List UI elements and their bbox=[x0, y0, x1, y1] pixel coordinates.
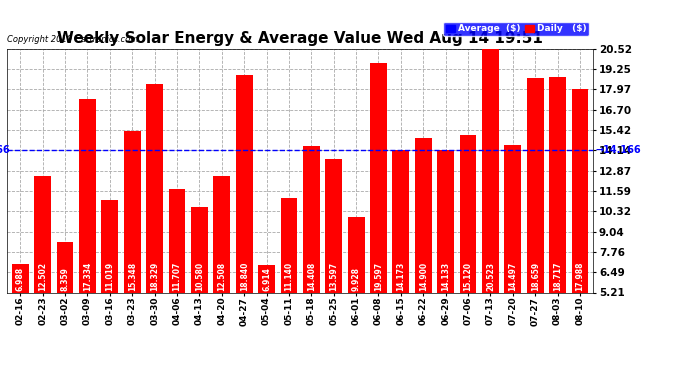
Bar bbox=[281, 198, 297, 292]
Bar bbox=[168, 189, 186, 292]
Text: +14.166: +14.166 bbox=[0, 145, 9, 155]
Text: 18.840: 18.840 bbox=[239, 261, 248, 291]
Text: 12.502: 12.502 bbox=[38, 262, 47, 291]
Bar bbox=[258, 266, 275, 292]
Text: 6.914: 6.914 bbox=[262, 267, 271, 291]
Bar bbox=[12, 264, 29, 292]
Text: 14.497: 14.497 bbox=[509, 262, 518, 291]
Text: 17.988: 17.988 bbox=[575, 261, 584, 291]
Text: 14.408: 14.408 bbox=[307, 262, 316, 291]
Text: 14.173: 14.173 bbox=[396, 262, 406, 291]
Bar bbox=[124, 131, 141, 292]
Text: 18.659: 18.659 bbox=[531, 262, 540, 291]
Text: 14.900: 14.900 bbox=[419, 262, 428, 291]
Text: 9.928: 9.928 bbox=[352, 267, 361, 291]
Bar bbox=[79, 99, 96, 292]
Text: 11.140: 11.140 bbox=[284, 262, 293, 291]
Text: 8.359: 8.359 bbox=[61, 267, 70, 291]
Title: Weekly Solar Energy & Average Value Wed Aug 14 19:51: Weekly Solar Energy & Average Value Wed … bbox=[57, 31, 543, 46]
Bar bbox=[325, 159, 342, 292]
Bar bbox=[57, 242, 74, 292]
Bar bbox=[348, 217, 364, 292]
Bar bbox=[236, 75, 253, 292]
Text: 10.580: 10.580 bbox=[195, 262, 204, 291]
Text: 12.508: 12.508 bbox=[217, 262, 226, 291]
Bar bbox=[415, 138, 432, 292]
Bar bbox=[191, 207, 208, 292]
Text: 18.717: 18.717 bbox=[553, 261, 562, 291]
Bar bbox=[393, 150, 409, 292]
Bar bbox=[34, 176, 51, 292]
Bar bbox=[437, 150, 454, 292]
Bar bbox=[146, 84, 163, 292]
Text: 13.597: 13.597 bbox=[329, 262, 338, 291]
Bar bbox=[482, 49, 499, 292]
Bar bbox=[460, 135, 476, 292]
Text: 11.019: 11.019 bbox=[106, 262, 115, 291]
Bar bbox=[504, 145, 521, 292]
Text: 17.334: 17.334 bbox=[83, 262, 92, 291]
Text: 19.597: 19.597 bbox=[374, 262, 383, 291]
Bar bbox=[303, 146, 319, 292]
Legend: Average  ($), Daily   ($): Average ($), Daily ($) bbox=[444, 22, 589, 36]
Bar bbox=[370, 63, 387, 292]
Text: Copyright 2019 Cartronics.com: Copyright 2019 Cartronics.com bbox=[7, 35, 138, 44]
Text: 15.120: 15.120 bbox=[464, 262, 473, 291]
Bar bbox=[571, 89, 589, 292]
Text: 18.329: 18.329 bbox=[150, 262, 159, 291]
Text: →14.166: →14.166 bbox=[595, 145, 641, 155]
Text: 15.348: 15.348 bbox=[128, 262, 137, 291]
Bar bbox=[101, 200, 118, 292]
Text: 6.988: 6.988 bbox=[16, 267, 25, 291]
Bar bbox=[549, 78, 566, 292]
Bar bbox=[526, 78, 544, 292]
Text: 20.523: 20.523 bbox=[486, 262, 495, 291]
Text: 11.707: 11.707 bbox=[172, 261, 181, 291]
Text: 14.133: 14.133 bbox=[441, 262, 450, 291]
Bar bbox=[213, 176, 230, 292]
